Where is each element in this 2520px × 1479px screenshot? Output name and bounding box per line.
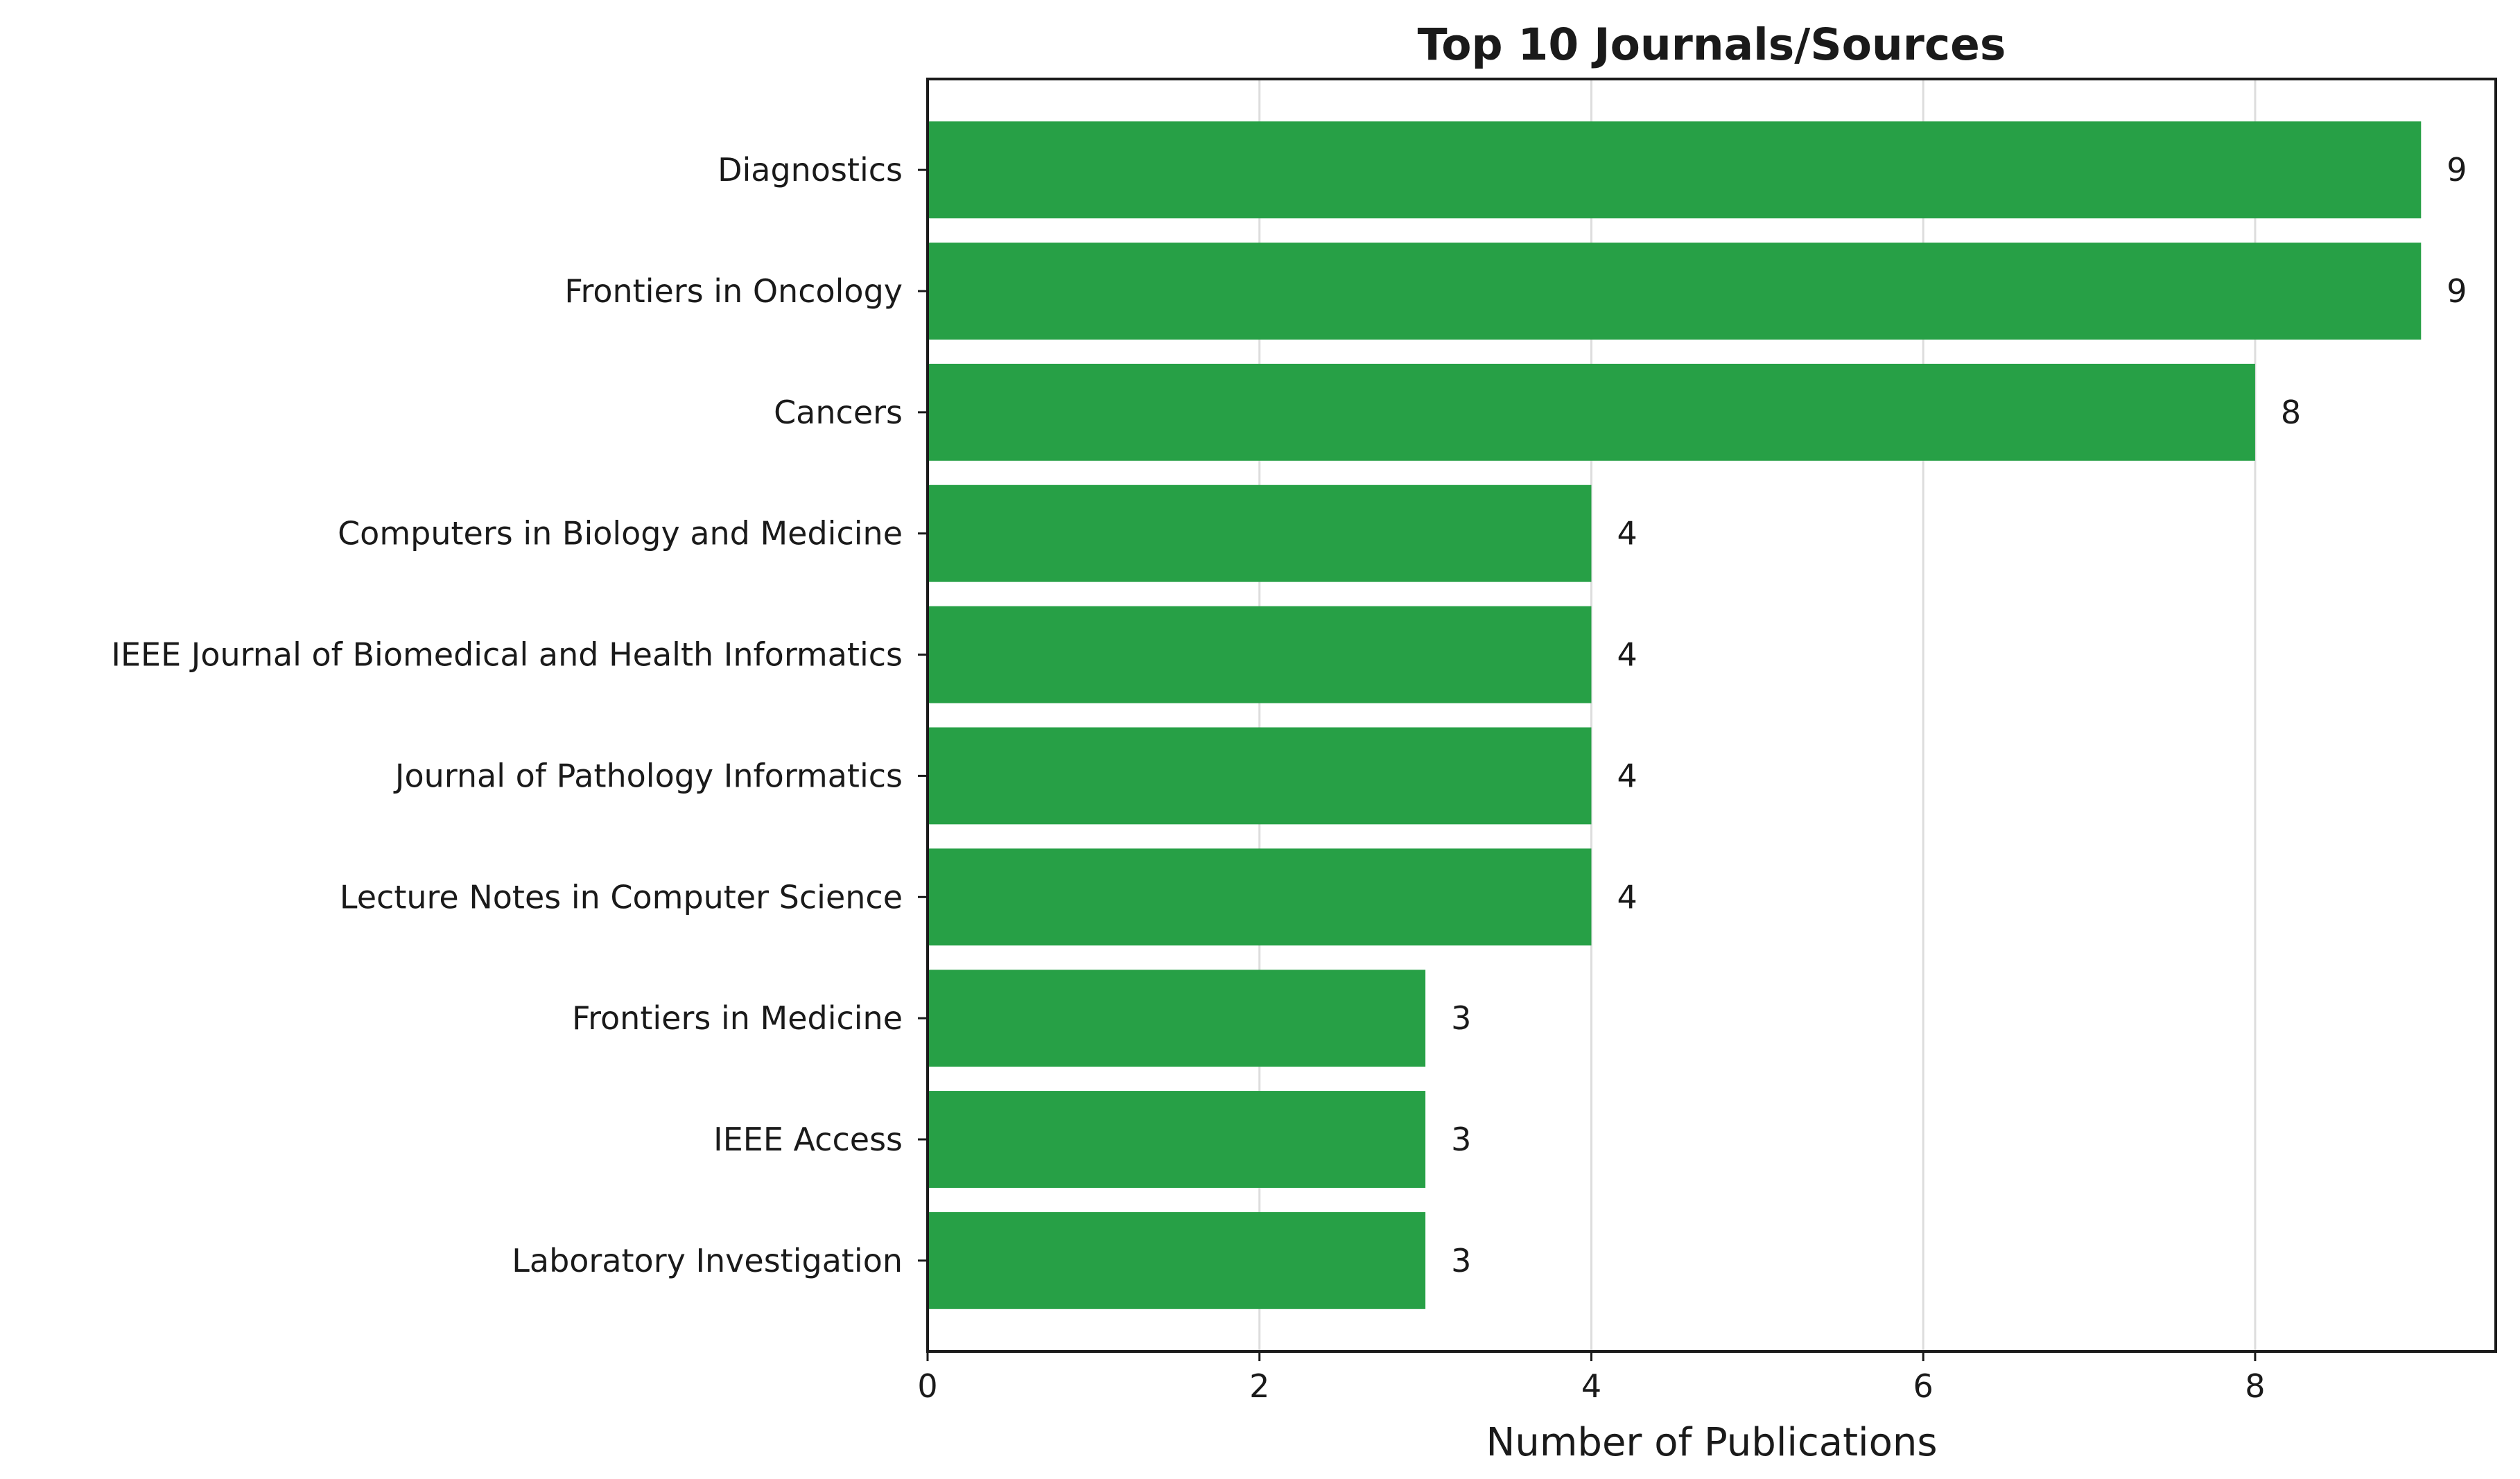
bar	[928, 1091, 1426, 1188]
bar	[928, 727, 1592, 825]
chart-title: Top 10 Journals/Sources	[1418, 19, 2006, 70]
bar	[928, 121, 2422, 219]
y-tick-label: Frontiers in Oncology	[564, 272, 903, 310]
bars	[928, 121, 2422, 1309]
data-labels: 9 9 8 4 4 4 4 3 3 3	[1451, 151, 2467, 1279]
x-tick-label: 8	[2245, 1367, 2265, 1405]
y-tick-label: Cancers	[774, 394, 903, 431]
x-tick-label: 2	[1249, 1367, 1269, 1405]
plot-frame	[926, 78, 2497, 1353]
y-tick-label: Diagnostics	[718, 151, 903, 189]
bar	[928, 1211, 1426, 1309]
data-label: 3	[1451, 1121, 1471, 1158]
y-tick-label: Laboratory Investigation	[512, 1242, 903, 1279]
data-label: 9	[2447, 272, 2467, 310]
y-tick-label: Lecture Notes in Computer Science	[340, 878, 903, 916]
data-label: 8	[2281, 394, 2301, 431]
y-tick-label: IEEE Journal of Biomedical and Health In…	[111, 636, 903, 674]
y-tick-label: Computers in Biology and Medicine	[338, 515, 903, 552]
data-label: 3	[1451, 1242, 1471, 1279]
y-tick-label: IEEE Access	[713, 1121, 903, 1158]
data-label: 4	[1617, 878, 1637, 916]
data-label: 9	[2447, 151, 2467, 189]
bar	[928, 606, 1592, 703]
x-tick-label: 6	[1913, 1367, 1934, 1405]
bar	[928, 484, 1592, 582]
x-axis-title: Number of Publications	[1486, 1420, 1937, 1465]
bar	[928, 363, 2255, 461]
data-label: 3	[1451, 999, 1471, 1037]
bar	[928, 970, 1426, 1067]
data-label: 4	[1617, 515, 1637, 552]
data-label: 4	[1617, 636, 1637, 674]
x-tick-label: 4	[1581, 1367, 1601, 1405]
x-axis-ticks: 0 2 4 6 8	[917, 1351, 2266, 1405]
x-tick-label: 0	[917, 1367, 937, 1405]
data-label: 4	[1617, 757, 1637, 794]
bar	[928, 243, 2422, 340]
bar	[928, 848, 1592, 946]
y-axis-ticks: Diagnostics Frontiers in Oncology Cancers C…	[111, 151, 928, 1279]
y-tick-label: Frontiers in Medicine	[572, 999, 903, 1037]
y-tick-label: Journal of Pathology Informatics	[393, 757, 903, 794]
